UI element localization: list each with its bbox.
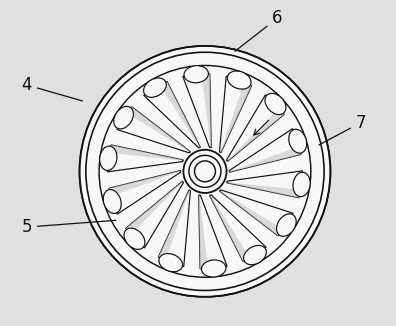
- Polygon shape: [109, 145, 183, 160]
- Polygon shape: [127, 107, 190, 152]
- Ellipse shape: [103, 190, 121, 214]
- Ellipse shape: [114, 106, 133, 129]
- Polygon shape: [227, 182, 301, 198]
- Ellipse shape: [184, 66, 208, 83]
- Polygon shape: [158, 190, 190, 267]
- Polygon shape: [227, 108, 284, 162]
- Polygon shape: [227, 95, 284, 162]
- Polygon shape: [209, 195, 250, 261]
- Polygon shape: [219, 76, 251, 153]
- Polygon shape: [229, 129, 301, 172]
- Polygon shape: [229, 146, 301, 172]
- Polygon shape: [117, 107, 190, 153]
- Polygon shape: [220, 82, 251, 153]
- Ellipse shape: [289, 129, 307, 153]
- Polygon shape: [199, 195, 227, 269]
- Circle shape: [194, 161, 215, 182]
- Polygon shape: [107, 145, 183, 172]
- Ellipse shape: [144, 78, 166, 97]
- Polygon shape: [219, 190, 293, 236]
- Ellipse shape: [244, 245, 267, 265]
- Polygon shape: [199, 195, 208, 269]
- Circle shape: [99, 66, 311, 277]
- Ellipse shape: [265, 93, 286, 114]
- Polygon shape: [126, 181, 183, 235]
- Circle shape: [80, 47, 329, 296]
- Polygon shape: [227, 171, 303, 198]
- Polygon shape: [183, 74, 211, 148]
- Circle shape: [189, 155, 221, 187]
- Polygon shape: [109, 170, 181, 214]
- Ellipse shape: [202, 260, 226, 277]
- Polygon shape: [160, 82, 200, 148]
- Ellipse shape: [159, 254, 183, 272]
- Circle shape: [183, 150, 227, 193]
- Ellipse shape: [276, 214, 296, 236]
- Text: 5: 5: [21, 218, 116, 236]
- Polygon shape: [202, 74, 211, 148]
- Text: 6: 6: [235, 9, 283, 51]
- Polygon shape: [219, 191, 283, 236]
- Text: 7: 7: [319, 113, 366, 145]
- Circle shape: [80, 46, 330, 297]
- Polygon shape: [126, 181, 183, 248]
- Text: 4: 4: [21, 76, 82, 101]
- Ellipse shape: [124, 228, 145, 249]
- Ellipse shape: [293, 172, 310, 197]
- Polygon shape: [209, 195, 266, 261]
- Polygon shape: [158, 190, 190, 260]
- Ellipse shape: [227, 71, 251, 89]
- Polygon shape: [109, 170, 181, 196]
- Polygon shape: [144, 82, 200, 148]
- Ellipse shape: [100, 146, 117, 170]
